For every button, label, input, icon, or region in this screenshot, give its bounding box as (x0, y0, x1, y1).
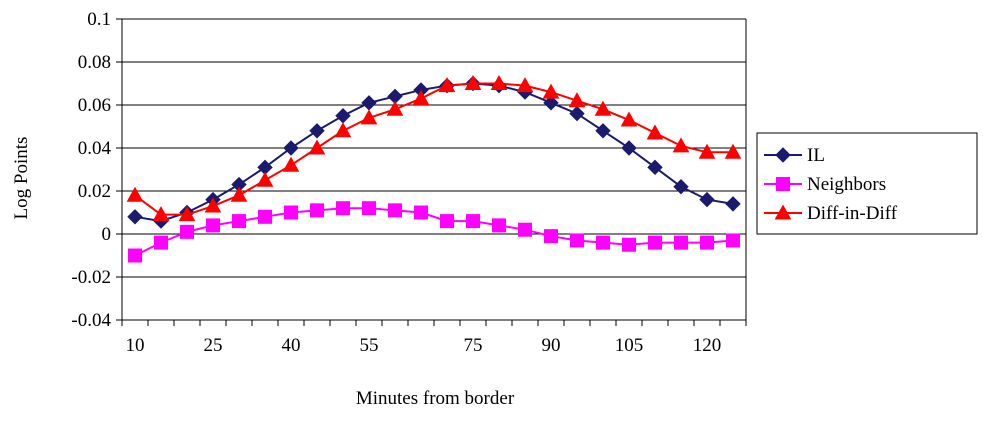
data-point-il (569, 105, 585, 122)
data-point-il (621, 140, 637, 156)
data-point-il (647, 159, 663, 176)
data-point-diff-in-diff (256, 171, 274, 187)
legend-label: Neighbors (807, 174, 886, 195)
data-point-diff-in-diff (698, 143, 716, 159)
data-point-diff-in-diff (464, 74, 482, 90)
data-point-diff-in-diff (490, 74, 508, 90)
x-axis-label: Minutes from border (356, 388, 515, 409)
data-point-neighbors (258, 209, 272, 224)
data-point-neighbors (206, 218, 220, 233)
x-tick-label: 90 (542, 335, 561, 356)
data-point-neighbors (232, 214, 246, 229)
data-point-neighbors (154, 235, 168, 250)
y-axis-label: Log Points (11, 137, 32, 220)
data-point-neighbors (310, 203, 324, 218)
data-point-diff-in-diff (152, 206, 170, 222)
data-point-diff-in-diff (646, 124, 664, 140)
y-tick-label: 0.04 (78, 138, 112, 159)
x-tick-label: 105 (615, 335, 644, 356)
y-tick-label: 0 (102, 224, 112, 245)
data-point-diff-in-diff (126, 186, 144, 202)
y-tick-label: 0.1 (87, 9, 111, 30)
data-point-neighbors (544, 229, 558, 244)
data-point-diff-in-diff (386, 100, 404, 116)
data-point-neighbors (466, 214, 480, 229)
x-tick-label: 40 (282, 335, 301, 356)
data-point-il (361, 95, 377, 111)
legend-label: Diff-in-Diff (807, 203, 898, 224)
data-point-il (283, 140, 299, 156)
y-tick-label: -0.02 (71, 267, 111, 288)
data-point-il (335, 108, 351, 124)
x-tick-label: 55 (360, 335, 379, 356)
data-point-diff-in-diff (308, 139, 326, 155)
y-tick-label: 0.02 (78, 181, 111, 202)
data-point-diff-in-diff (594, 100, 612, 116)
legend-item-il: IL (764, 145, 825, 166)
series-diff-in-diff (126, 74, 742, 222)
data-point-neighbors (180, 224, 194, 239)
series-line-neighbors (134, 207, 734, 257)
series-il (127, 75, 741, 229)
data-point-neighbors (570, 233, 584, 248)
data-point-il (309, 123, 325, 139)
data-point-diff-in-diff (204, 197, 222, 213)
data-point-diff-in-diff (568, 92, 586, 108)
data-point-neighbors (128, 248, 142, 263)
data-point-neighbors (518, 222, 532, 237)
x-tick-label: 25 (204, 335, 223, 356)
data-point-neighbors (284, 205, 298, 220)
data-point-diff-in-diff (282, 156, 300, 172)
data-point-diff-in-diff (672, 137, 690, 153)
y-tick-label: -0.04 (71, 310, 111, 331)
data-point-diff-in-diff (334, 122, 352, 138)
data-point-neighbors (622, 237, 636, 252)
y-tick-label: 0.06 (78, 95, 111, 116)
data-point-il (673, 178, 689, 195)
data-point-il (127, 209, 143, 225)
data-point-neighbors (648, 235, 662, 250)
x-tick-label: 120 (693, 335, 722, 356)
legend-marker (774, 204, 792, 220)
data-point-neighbors (492, 218, 506, 233)
x-tick-label: 10 (126, 335, 145, 356)
data-point-il (543, 95, 559, 111)
y-tick-label: 0.08 (78, 52, 111, 73)
series-neighbors (128, 201, 740, 263)
legend-item-neighbors: Neighbors (764, 174, 886, 195)
data-point-diff-in-diff (412, 90, 430, 106)
data-point-diff-in-diff (360, 109, 378, 125)
x-tick-label: 75 (464, 335, 483, 356)
data-point-neighbors (596, 235, 610, 250)
data-point-diff-in-diff (724, 143, 742, 159)
data-point-neighbors (674, 235, 688, 250)
data-point-il (595, 123, 611, 139)
series-layer (126, 74, 742, 263)
data-point-neighbors (414, 205, 428, 220)
legend: IL Neighbors Diff-in-Diff (756, 132, 978, 235)
legend-item-diff-in-diff: Diff-in-Diff (764, 203, 898, 224)
data-point-neighbors (362, 201, 376, 216)
data-point-diff-in-diff (620, 111, 638, 127)
legend-marker (775, 147, 791, 163)
data-point-diff-in-diff (178, 206, 196, 222)
legend-label: IL (807, 145, 825, 166)
data-point-neighbors (336, 201, 350, 216)
data-point-diff-in-diff (516, 77, 534, 93)
data-point-neighbors (440, 214, 454, 229)
data-point-neighbors (700, 235, 714, 250)
series-line-diff-in-diff (134, 82, 733, 216)
data-point-diff-in-diff (438, 77, 456, 93)
data-point-il (725, 196, 741, 212)
data-point-diff-in-diff (542, 83, 560, 99)
axis-layer: -0.04 -0.02 0 0.02 0.04 0.06 0.08 0.1 10 25 40 55 75… (71, 9, 747, 356)
data-point-il (699, 191, 715, 208)
data-point-neighbors (726, 233, 740, 248)
data-point-neighbors (388, 203, 402, 218)
data-point-diff-in-diff (230, 186, 248, 202)
legend-marker (776, 177, 790, 191)
